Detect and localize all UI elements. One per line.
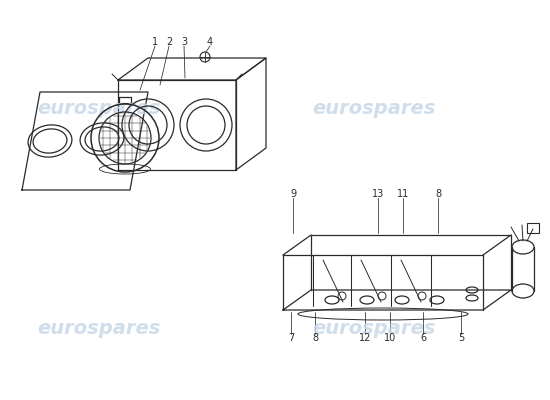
- Text: 13: 13: [372, 189, 384, 199]
- Bar: [527, 223, 539, 233]
- Text: eurospares: eurospares: [37, 318, 161, 338]
- Text: 7: 7: [288, 333, 294, 343]
- Text: 9: 9: [290, 189, 296, 199]
- Text: 11: 11: [397, 189, 409, 199]
- Text: 2: 2: [166, 37, 172, 47]
- Text: 12: 12: [359, 333, 371, 343]
- Text: 8: 8: [435, 189, 441, 199]
- Text: eurospares: eurospares: [312, 318, 436, 338]
- Text: 4: 4: [207, 37, 213, 47]
- Text: 10: 10: [384, 333, 396, 343]
- Text: 3: 3: [181, 37, 187, 47]
- Text: 8: 8: [312, 333, 318, 343]
- Text: 1: 1: [152, 37, 158, 47]
- Text: 6: 6: [420, 333, 426, 343]
- Text: 5: 5: [458, 333, 464, 343]
- Text: eurospares: eurospares: [37, 98, 161, 118]
- Text: eurospares: eurospares: [312, 98, 436, 118]
